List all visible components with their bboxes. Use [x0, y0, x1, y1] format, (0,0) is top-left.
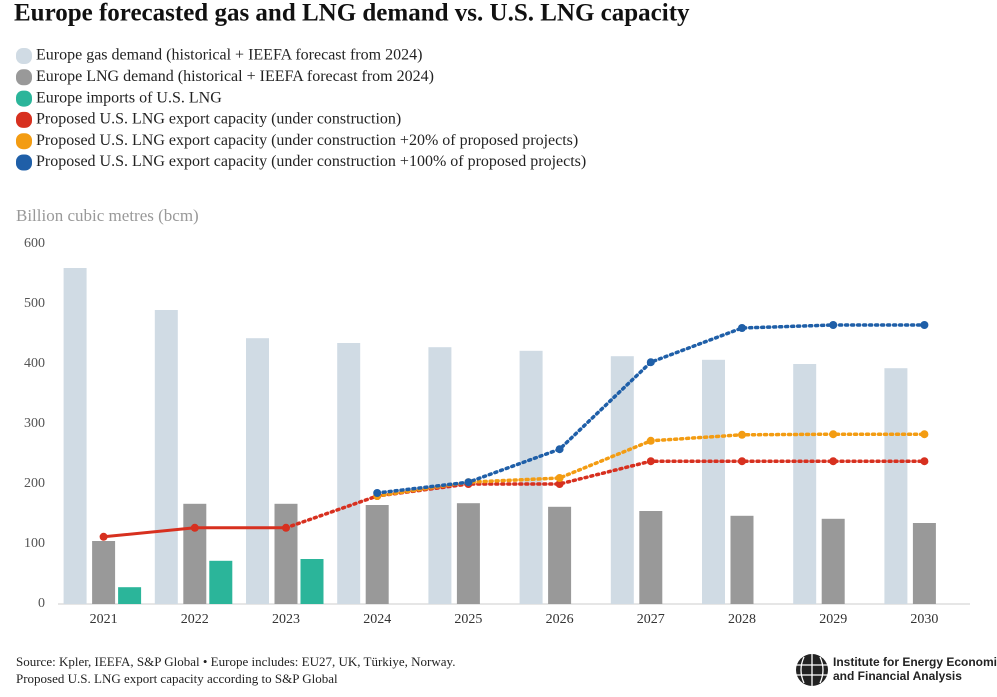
- legend-swatch: [16, 133, 32, 150]
- source: Source: Kpler, IEEFA, S&P Global • Europ…: [16, 654, 455, 669]
- bar: [519, 350, 543, 604]
- line-point: [646, 436, 655, 445]
- line-point: [738, 457, 746, 466]
- line-point: [555, 480, 564, 488]
- y-tick-label: 100: [24, 536, 45, 551]
- legend-label: Europe gas demand (historical + IEEFA fo…: [36, 47, 422, 64]
- line-point: [738, 430, 746, 439]
- line-point: [464, 478, 473, 487]
- y-tick-label: 400: [24, 356, 45, 371]
- line-point: [190, 523, 199, 532]
- bar: [209, 560, 233, 604]
- bar: [702, 359, 725, 604]
- bar: [639, 511, 663, 604]
- bar: [610, 356, 634, 604]
- bar: [548, 506, 572, 604]
- legend-label: Europe LNG demand (historical + IEEFA fo…: [36, 68, 434, 85]
- legend-swatch: [16, 48, 32, 64]
- line-point: [920, 430, 929, 439]
- legend-swatch: [16, 154, 32, 171]
- line-point: [555, 474, 564, 482]
- line-point: [282, 523, 290, 532]
- legend-label: Proposed U.S. LNG export capacity (under…: [36, 111, 401, 128]
- forecast-line: [375, 323, 927, 495]
- bar: [274, 503, 298, 604]
- bar: [63, 268, 87, 604]
- line-point: [373, 489, 382, 497]
- bar: [300, 559, 324, 604]
- legend-swatch: [16, 111, 32, 128]
- bar: [337, 343, 361, 604]
- legend-label: Proposed U.S. LNG export capacity (under…: [36, 153, 586, 170]
- logo-text: and Financial Analysis: [833, 669, 962, 683]
- line-point: [920, 321, 929, 329]
- line-point: [99, 532, 108, 541]
- line-point: [829, 321, 838, 329]
- bar: [92, 541, 116, 604]
- y-tick-label: 500: [24, 296, 45, 311]
- x-tick-label: 2021: [90, 612, 118, 627]
- y-tick-label: 300: [24, 416, 45, 431]
- note: Proposed U.S. LNG export capacity accord…: [16, 671, 338, 686]
- line-point: [646, 358, 655, 367]
- bar: [912, 523, 936, 604]
- bar: [730, 515, 754, 604]
- x-tick-label: 2029: [819, 612, 847, 627]
- bar: [821, 518, 845, 604]
- y-tick-label: 600: [24, 236, 45, 251]
- legend-swatch: [16, 90, 32, 107]
- logo-lines: [796, 654, 828, 686]
- logo: Institute for Energy Economics and Finan…: [796, 654, 997, 686]
- bar: [456, 503, 480, 604]
- chart-title: Europe forecasted gas and LNG demand vs.…: [14, 0, 690, 27]
- line-point: [920, 457, 929, 466]
- line-point: [555, 445, 564, 454]
- x-tick-label: 2026: [546, 612, 574, 627]
- line-point: [646, 457, 655, 466]
- x-tick-label: 2030: [910, 612, 938, 627]
- bar: [154, 310, 178, 604]
- legend-label: Proposed U.S. LNG export capacity (under…: [36, 132, 578, 149]
- x-tick-label: 2022: [181, 612, 209, 627]
- x-tick-label: 2027: [637, 612, 665, 627]
- line-point: [829, 457, 838, 466]
- x-tick-label: 2025: [454, 612, 482, 627]
- legend-swatch: [16, 69, 32, 86]
- x-tick-label: 2028: [728, 612, 756, 627]
- logo-text: Institute for Energy Economics: [833, 655, 997, 669]
- bar: [793, 364, 817, 604]
- line-point: [829, 430, 838, 439]
- x-tick-label: 2023: [272, 612, 300, 627]
- bar: [365, 505, 389, 604]
- forecast-line: [284, 459, 927, 530]
- bar: [428, 347, 452, 604]
- x-tick-label: 2024: [363, 612, 391, 627]
- bar: [183, 503, 207, 604]
- bar: [884, 368, 908, 604]
- bar: [246, 338, 269, 604]
- bar: [118, 587, 142, 604]
- legend-label: Europe imports of U.S. LNG: [36, 89, 222, 106]
- y-tick-label: 0: [38, 596, 45, 611]
- y-axis-label: Billion cubic metres (bcm): [16, 206, 199, 225]
- line-point: [738, 324, 746, 332]
- y-tick-label: 200: [24, 476, 45, 491]
